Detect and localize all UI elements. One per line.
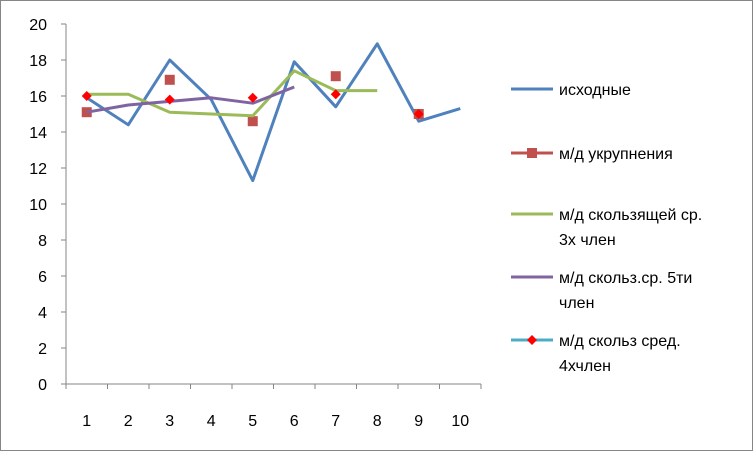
series-5 (81, 89, 424, 119)
x-tick-label: 6 (290, 413, 299, 430)
legend-item-5: м/д скольз сред. 4хчлен (511, 333, 681, 375)
legend-label: исходные (559, 82, 631, 99)
legend-label: член (559, 295, 594, 312)
x-tick-label: 9 (414, 413, 423, 430)
data-point-diamond (413, 109, 424, 119)
data-point-diamond (164, 94, 175, 105)
legend: исходные м/д укрупнения м/д скользящей ср.… (511, 82, 702, 375)
data-point-diamond (81, 91, 92, 101)
data-point-square (330, 71, 341, 82)
x-tick-label: 3 (165, 413, 174, 430)
series-1 (85, 42, 461, 183)
legend-label: м/д скольз.ср. 5ти (559, 270, 692, 287)
legend-label: м/д скользящей ср. (559, 207, 702, 224)
data-point-diamond (330, 89, 341, 100)
legend-label: м/д укрупнения (559, 146, 673, 163)
legend-swatch-diamond (527, 335, 537, 345)
y-tick-label: 4 (38, 305, 47, 322)
y-tick-label: 20 (29, 17, 47, 34)
legend-item-4: м/д скольз.ср. 5ти член (511, 270, 692, 312)
series-4 (86, 85, 295, 114)
legend-item-1: исходные (511, 82, 631, 99)
y-tick-label: 16 (29, 89, 47, 106)
legend-label: 4хчлен (559, 358, 611, 375)
y-tick-label: 2 (38, 341, 47, 358)
series-line (86, 85, 295, 114)
x-tick-label: 4 (207, 413, 216, 430)
x-tick-label: 5 (248, 413, 257, 430)
series-3 (86, 69, 378, 118)
x-tick-label: 7 (331, 413, 340, 430)
y-tick-label: 14 (29, 125, 47, 142)
data-point-diamond (247, 92, 258, 103)
x-tick-label: 2 (124, 413, 133, 430)
legend-swatch-square (527, 148, 537, 158)
legend-item-3: м/д скользящей ср. 3х член (511, 207, 702, 249)
data-point-square (164, 74, 175, 85)
legend-label: м/д скольз сред. (559, 333, 681, 350)
y-tick-label: 12 (29, 161, 47, 178)
series-layer (81, 42, 461, 183)
y-tick-label: 0 (38, 377, 47, 394)
series-line (85, 42, 461, 183)
x-tick-label: 10 (451, 413, 469, 430)
y-tick-label: 8 (38, 233, 47, 250)
legend-item-2: м/д укрупнения (511, 146, 673, 163)
series-line (86, 69, 378, 118)
y-tick-label: 6 (38, 269, 47, 286)
data-point-square (247, 116, 258, 127)
legend-label: 3х член (559, 232, 616, 249)
x-tick-label: 1 (82, 413, 91, 430)
x-tick-label: 8 (373, 413, 382, 430)
y-tick-label: 10 (29, 197, 47, 214)
y-tick-label: 18 (29, 53, 47, 70)
